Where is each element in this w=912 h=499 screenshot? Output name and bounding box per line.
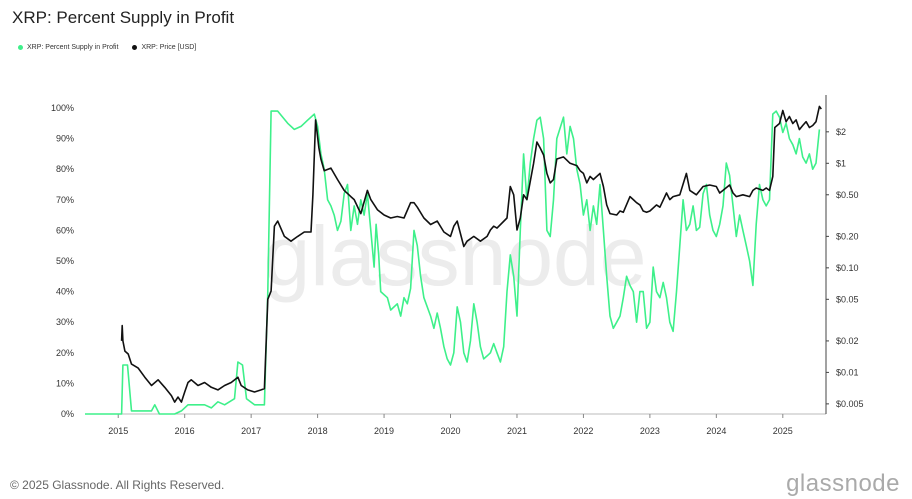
y-left-tick-label: 60% (56, 225, 74, 235)
x-tick-label: 2021 (507, 426, 527, 436)
legend-supply-dot (18, 45, 23, 50)
x-tick-label: 2020 (441, 426, 461, 436)
y-left-tick-label: 50% (56, 256, 74, 266)
y-right-tick-label: $0.01 (836, 367, 859, 377)
x-tick-label: 2023 (640, 426, 660, 436)
x-tick-label: 2015 (108, 426, 128, 436)
y-right-tick-label: $2 (836, 127, 846, 137)
y-right-tick-label: $0.50 (836, 190, 859, 200)
y-right-tick-label: $1 (836, 158, 846, 168)
y-left-tick-label: 0% (61, 409, 74, 419)
y-left-tick-label: 90% (56, 134, 74, 144)
x-tick-label: 2018 (308, 426, 328, 436)
chart-title: XRP: Percent Supply in Profit (12, 8, 235, 27)
y-right-tick-label: $0.05 (836, 294, 859, 304)
legend-item-supply[interactable]: XRP: Percent Supply in Profit (18, 44, 118, 51)
legend-price-label: XRP: Price [USD] (141, 44, 197, 51)
legend-price-dot (132, 45, 138, 50)
y-right-tick-label: $0.02 (836, 336, 859, 346)
x-tick-label: 2019 (374, 426, 394, 436)
legend: XRP: Percent Supply in Profit XRP: Price… (18, 44, 196, 51)
y-right-tick-label: $0.10 (836, 263, 859, 273)
y-left-tick-label: 20% (56, 348, 74, 358)
y-left-tick-label: 70% (56, 195, 74, 205)
x-tick-label: 2017 (241, 426, 261, 436)
y-left-tick-label: 30% (56, 317, 74, 327)
x-tick-label: 2022 (573, 426, 593, 436)
x-tick-label: 2016 (175, 426, 195, 436)
x-tick-label: 2024 (706, 426, 726, 436)
series-price-line (120, 105, 822, 403)
copyright-footer: © 2025 Glassnode. All Rights Reserved. (10, 478, 225, 492)
legend-supply-label: XRP: Percent Supply in Profit (27, 44, 119, 51)
y-right-tick-label: $0.20 (836, 231, 859, 241)
y-left-tick-label: 100% (51, 103, 74, 113)
glassnode-logo: glassnode (786, 470, 900, 497)
legend-item-price[interactable]: XRP: Price [USD] (132, 44, 196, 51)
y-left-tick-label: 40% (56, 287, 74, 297)
x-tick-label: 2025 (773, 426, 793, 436)
y-left-tick-label: 10% (56, 378, 74, 388)
y-right-tick-label: $0.005 (836, 399, 864, 409)
y-left-tick-label: 80% (56, 164, 74, 174)
